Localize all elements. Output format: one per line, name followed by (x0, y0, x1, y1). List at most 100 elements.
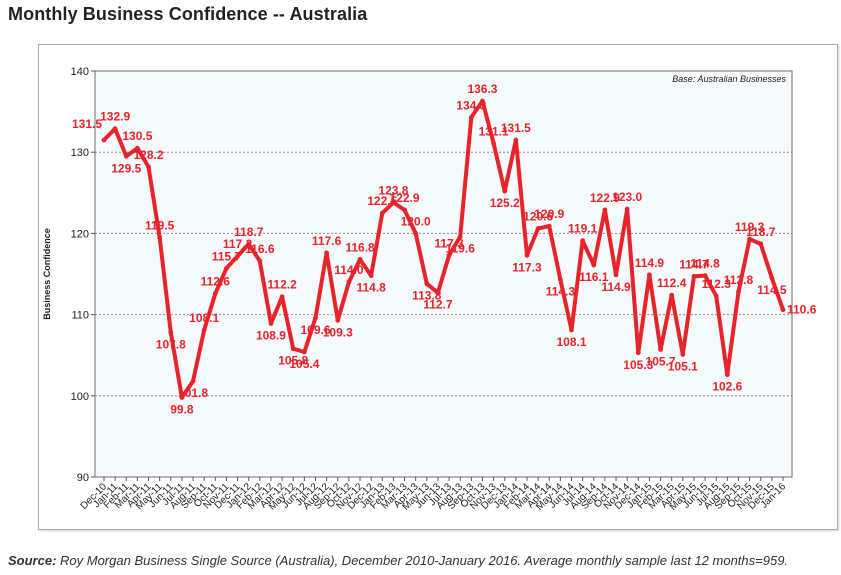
data-point (780, 307, 786, 313)
data-label: 128.2 (134, 148, 164, 162)
data-point (313, 315, 318, 321)
y-tick-label: 120 (71, 228, 89, 240)
data-point (691, 274, 697, 279)
data-point (736, 289, 741, 295)
data-point (268, 321, 274, 326)
data-label: 114.0 (334, 263, 364, 277)
data-label: 109.6 (300, 323, 330, 337)
data-point (212, 291, 218, 296)
data-point (724, 372, 730, 378)
data-point (257, 258, 263, 264)
data-point (513, 137, 519, 143)
y-tick-label: 110 (71, 310, 89, 322)
data-label: 116.6 (245, 242, 275, 256)
data-point (368, 273, 374, 279)
data-point (658, 347, 663, 352)
data-label: 114.5 (757, 283, 787, 297)
data-point (457, 234, 463, 240)
data-label: 122.9 (390, 191, 420, 205)
data-point (246, 241, 252, 247)
data-point (468, 114, 474, 120)
data-label: 105.8 (278, 354, 308, 368)
business-confidence-chart: 90100110120130140Dec-10Jan-11Feb-11Mar-1… (42, 66, 817, 513)
data-label: 114.3 (546, 285, 576, 299)
data-point (146, 164, 151, 170)
data-label: 114.8 (690, 257, 720, 271)
data-point (502, 188, 508, 194)
data-label: 136.3 (467, 82, 497, 96)
data-label: 131.1 (479, 124, 509, 138)
data-label: 110.6 (787, 303, 817, 317)
data-label: 125.2 (490, 196, 520, 210)
data-point (713, 293, 719, 299)
data-point (624, 206, 630, 212)
data-label: 113.8 (412, 289, 442, 303)
data-label: 107.8 (156, 337, 186, 351)
data-point (758, 241, 764, 247)
data-point (379, 210, 385, 216)
chart-frame: 90 100 110 120 130 140 Dec-10 Jan-11 Feb-11 Mar-1… (38, 44, 838, 530)
data-label: 123.0 (612, 190, 642, 204)
data-point (324, 250, 330, 256)
data-point (569, 327, 574, 333)
data-label: 116.8 (345, 240, 375, 254)
data-point (635, 350, 641, 356)
data-point (435, 290, 441, 296)
data-label: 119.6 (446, 242, 476, 256)
data-point (112, 126, 118, 132)
data-label: 122.9 (590, 191, 620, 205)
plot-border (94, 70, 793, 478)
data-label: 123.8 (378, 184, 408, 198)
data-label: 112.2 (267, 278, 297, 292)
data-point (591, 262, 597, 268)
data-point (279, 294, 285, 300)
data-point (491, 140, 496, 146)
data-point (613, 272, 619, 278)
data-point (190, 378, 196, 384)
data-point (235, 253, 240, 259)
data-point (357, 256, 363, 262)
base-annotation: Base: Australian Businesses (672, 74, 786, 84)
data-label: 108.9 (256, 329, 286, 343)
data-point (480, 98, 485, 104)
data-label: 112.3 (702, 277, 732, 291)
data-label: 134.3 (456, 98, 486, 112)
data-label: 105.7 (646, 355, 676, 369)
data-label: 118.7 (746, 225, 776, 239)
data-label: 116.1 (579, 270, 609, 284)
data-point (769, 275, 775, 281)
source-text: Roy Morgan Business Single Source (Austr… (56, 553, 789, 568)
data-label: 117.2 (223, 237, 253, 251)
data-label: 115.7 (212, 249, 242, 263)
series-line-business-confidence (102, 99, 785, 400)
data-point (123, 153, 129, 159)
data-label: 114.9 (601, 280, 631, 294)
data-label: 101.8 (178, 386, 208, 400)
data-label: 120.9 (534, 207, 564, 221)
data-point (424, 281, 430, 287)
data-point (168, 330, 174, 335)
data-label: 131.5 (501, 121, 531, 135)
data-point (647, 272, 652, 278)
data-point (524, 252, 530, 258)
data-point (201, 327, 207, 333)
data-point (179, 395, 185, 400)
data-point (680, 351, 686, 357)
data-label: 108.1 (189, 311, 219, 325)
data-point (157, 235, 163, 240)
data-point (580, 238, 586, 244)
y-tick-label: 140 (71, 66, 89, 78)
data-point (413, 231, 419, 236)
data-label: 114.7 (679, 257, 709, 271)
data-label: 105.3 (623, 358, 653, 372)
data-label: 108.1 (556, 335, 586, 349)
data-label: 132.9 (100, 110, 130, 124)
data-label: 105.4 (289, 357, 319, 371)
data-label: 112.8 (724, 273, 754, 287)
data-point (346, 279, 352, 285)
data-label: 119.3 (735, 220, 765, 234)
data-label: 119.5 (145, 218, 175, 232)
source-note: Source: Roy Morgan Business Single Sourc… (8, 553, 788, 568)
data-label: 112.6 (201, 274, 231, 288)
data-point (669, 292, 675, 298)
